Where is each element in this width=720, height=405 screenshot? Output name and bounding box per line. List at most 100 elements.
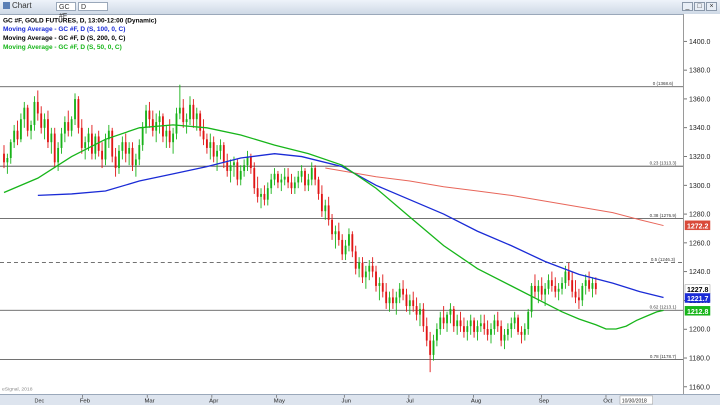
- candle-body: [520, 331, 523, 335]
- candle-body: [148, 110, 151, 120]
- price-tag-label: 1212.8: [687, 309, 709, 316]
- price-axis[interactable]: 1160.01180.01200.01220.01240.01260.01280…: [684, 14, 720, 394]
- price-tick-label: 1160.0: [689, 384, 710, 391]
- candle-body: [584, 280, 587, 286]
- candle-body: [13, 130, 16, 143]
- date-label: Mar: [144, 398, 154, 404]
- minimize-button[interactable]: _: [682, 2, 693, 11]
- candle-body: [297, 176, 300, 183]
- candle-body: [398, 288, 401, 298]
- candle-body: [513, 317, 516, 324]
- candle-body: [60, 133, 63, 148]
- candlesticks: [3, 84, 597, 373]
- price-axis-ticks: 1160.01180.01200.01220.01240.01260.01280…: [684, 39, 711, 391]
- candle-body: [320, 193, 323, 212]
- price-plot[interactable]: 0 (1368.6) 0.23 (1313.3) 0.38 (1276.9) 0.5 …: [0, 14, 684, 394]
- candle-body: [486, 329, 489, 335]
- candle-body: [348, 234, 350, 246]
- candle-body: [442, 317, 445, 324]
- ma-50-line: [3, 124, 664, 330]
- candle-body: [74, 99, 76, 120]
- candle-body: [391, 297, 394, 304]
- price-tick-label: 1200.0: [689, 327, 711, 334]
- candle-body: [23, 107, 26, 120]
- title-bar[interactable]: Chart GC #F D _ □ ×: [0, 0, 720, 20]
- fib-label: 0.78 (1178.7): [650, 354, 677, 359]
- candle-body: [459, 320, 462, 327]
- candle-body: [344, 245, 347, 255]
- fib-label: 0.62 (1213.1): [650, 305, 677, 310]
- candle-body: [337, 231, 340, 240]
- symbol-input[interactable]: GC #F: [56, 2, 76, 20]
- candle-body: [425, 326, 428, 341]
- price-tick-label: 1280.0: [689, 212, 711, 219]
- candle-body: [30, 124, 32, 131]
- candle-body: [358, 262, 361, 269]
- candle-body: [287, 176, 290, 183]
- candle-body: [195, 113, 198, 120]
- candle-body: [192, 104, 195, 120]
- candle-body: [172, 133, 175, 143]
- ma-200-line: [325, 167, 664, 227]
- candle-body: [429, 340, 432, 355]
- candle-body: [594, 283, 597, 290]
- candle-body: [249, 156, 252, 169]
- candle-body: [435, 329, 438, 341]
- candle-body: [16, 130, 19, 140]
- candle-body: [229, 165, 232, 171]
- moving-averages: [3, 124, 664, 330]
- candle-body: [151, 119, 154, 131]
- price-tag-box: [684, 293, 711, 303]
- candle-body: [189, 104, 191, 120]
- close-button[interactable]: ×: [706, 2, 717, 11]
- candle-body: [47, 119, 49, 143]
- candle-body: [185, 119, 188, 123]
- candle-body: [517, 317, 519, 332]
- candle-body: [557, 288, 560, 292]
- candle-body: [101, 150, 104, 160]
- candle-body: [479, 323, 482, 327]
- date-label: Jun: [342, 398, 352, 404]
- candle-body: [331, 219, 333, 235]
- price-tag-label: 1221.7: [687, 296, 709, 303]
- candle-body: [324, 205, 327, 212]
- candle-body: [490, 329, 492, 335]
- candle-body: [483, 323, 486, 330]
- window-title-text: Chart: [12, 1, 32, 10]
- candle-body: [50, 133, 53, 143]
- candle-body: [26, 107, 29, 131]
- price-tick-label: 1400.0: [689, 39, 711, 46]
- candle-body: [290, 182, 293, 189]
- price-tick-label: 1260.0: [689, 240, 711, 247]
- price-tick-label: 1180.0: [689, 356, 710, 363]
- candle-body: [395, 297, 398, 304]
- candle-body: [540, 285, 543, 295]
- candle-body: [175, 113, 178, 134]
- candle-body: [63, 122, 66, 134]
- maximize-button[interactable]: □: [694, 2, 705, 11]
- candle-body: [134, 159, 137, 166]
- period-input[interactable]: D: [78, 2, 108, 11]
- candle-body: [463, 326, 465, 332]
- candle-body: [107, 130, 110, 140]
- candle-body: [104, 139, 107, 160]
- price-tag-label: 1227.8: [687, 287, 709, 294]
- candle-body: [537, 285, 540, 292]
- candle-body: [77, 99, 80, 128]
- candle-body: [449, 308, 452, 315]
- candle-body: [388, 297, 391, 304]
- candle-body: [253, 168, 256, 189]
- candle-body: [554, 285, 557, 292]
- date-label: Oct: [603, 398, 613, 404]
- window-title: Chart: [3, 1, 32, 10]
- date-label: Jul: [406, 398, 414, 404]
- candle-body: [334, 231, 337, 235]
- candle-body: [432, 340, 435, 355]
- candle-body: [412, 300, 415, 307]
- candle-body: [57, 147, 60, 163]
- date-label: Sep: [539, 398, 550, 404]
- candle-body: [277, 173, 279, 183]
- candle-body: [33, 101, 36, 125]
- date-axis[interactable]: Dec Feb Mar Apr May Jun Jul Aug Sep Oct 10/30/2018: [0, 394, 720, 405]
- candle-body: [36, 101, 39, 114]
